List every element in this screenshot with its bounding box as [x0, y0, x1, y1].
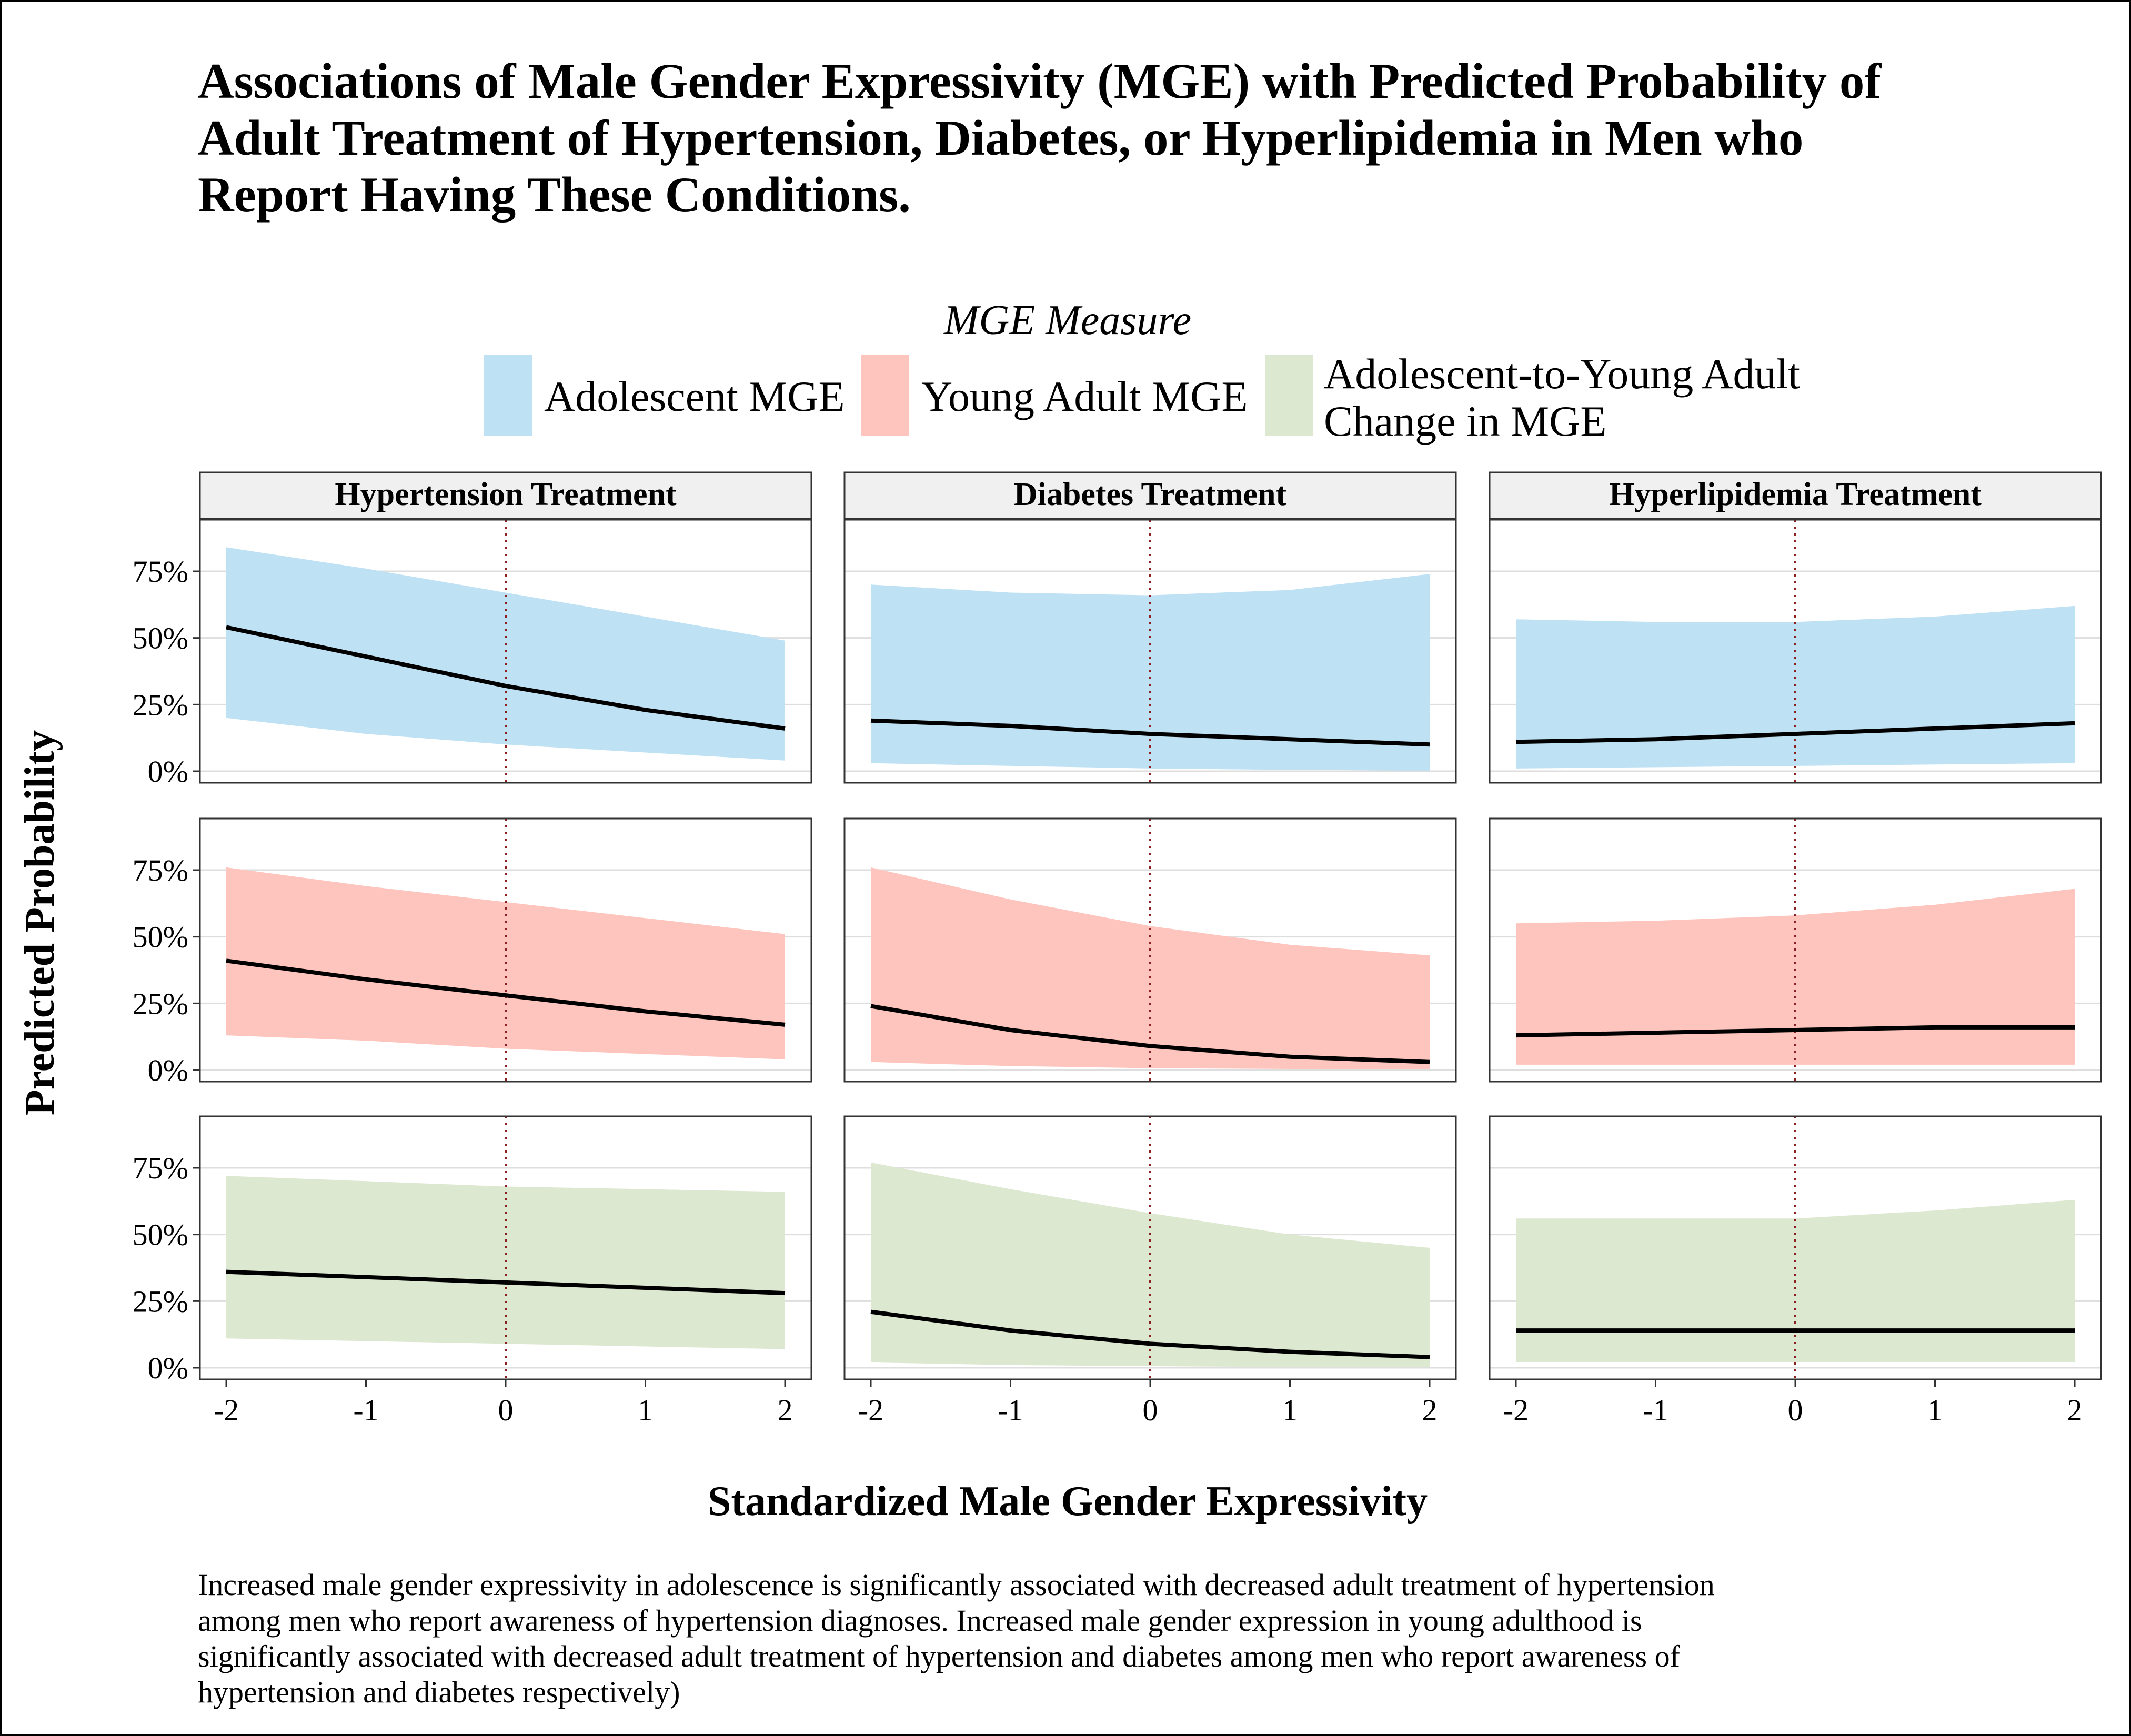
panel-adolescent-to-young-adult-change-in-mge-hyperlipidemia-treatment — [1489, 1115, 2102, 1380]
panel-border — [843, 519, 1457, 784]
panel-adolescent-mge-hyperlipidemia-treatment — [1489, 519, 2102, 784]
x-tick-label: 1 — [1282, 1393, 1298, 1427]
caption-line-1: Increased male gender expressivity in ad… — [198, 1568, 1715, 1602]
facet-strip-hypertension-treatment: Hypertension Treatment — [199, 471, 812, 520]
facet-strip-label: Hypertension Treatment — [335, 477, 677, 512]
predicted-line — [226, 958, 786, 1027]
confidence-band — [871, 867, 1430, 1069]
y-axis-row-3: 0% 25% 50% 75% — [133, 1151, 200, 1385]
y-tick-label: 0% — [148, 754, 188, 789]
x-tick-label: 0 — [1788, 1393, 1803, 1427]
y-tick-label: 25% — [133, 986, 188, 1021]
facet-strip-label: Hyperlipidemia Treatment — [1609, 477, 1982, 512]
legend-label-young-adult: Young Adult MGE — [921, 372, 1248, 420]
x-tick-label: -2 — [1503, 1393, 1529, 1427]
facet-strip-diabetes-treatment: Diabetes Treatment — [843, 471, 1457, 520]
title-line-1: Associations of Male Gender Expressivity… — [198, 53, 1882, 109]
confidence-band — [871, 1162, 1430, 1367]
predicted-line — [226, 1269, 786, 1296]
predicted-line — [226, 625, 786, 731]
y-tick-label: 0% — [148, 1351, 188, 1385]
y-tick-label: 0% — [148, 1053, 188, 1087]
x-tick-label: -1 — [1643, 1393, 1668, 1427]
legend-swatch-young-adult — [861, 355, 909, 436]
x-tick-label: 2 — [778, 1393, 793, 1427]
panel-border — [843, 817, 1457, 1083]
y-tick-label: 50% — [133, 920, 188, 954]
predicted-line — [1515, 1025, 2075, 1038]
y-tick-label: 75% — [133, 1151, 188, 1185]
panel-border — [199, 817, 812, 1083]
legend-label-adolescent: Adolescent MGE — [544, 372, 845, 420]
x-axis-diabetes-treatment: -2 -1 0 1 2 — [858, 1379, 1438, 1427]
caption-line-2: among men who report awareness of hypert… — [198, 1603, 1642, 1638]
predicted-line — [870, 1309, 1430, 1359]
panel-young-adult-mge-diabetes-treatment — [843, 817, 1457, 1083]
y-axis-row-2: 0% 25% 50% 75% — [133, 853, 200, 1087]
panel-border — [1489, 817, 2102, 1083]
x-axis-hypertension-treatment: -2 -1 0 1 2 — [214, 1379, 793, 1427]
panel-adolescent-to-young-adult-change-in-mge-hypertension-treatment — [199, 1115, 812, 1380]
x-tick-label: 2 — [1422, 1393, 1438, 1427]
confidence-band — [226, 1176, 785, 1349]
facet-strip-label: Diabetes Treatment — [1014, 477, 1287, 512]
title-line-2: Adult Treatment of Hypertension, Diabete… — [198, 110, 1804, 166]
x-tick-label: 0 — [498, 1393, 514, 1427]
x-axis-hyperlipidemia-treatment: -2 -1 0 1 2 — [1503, 1379, 2083, 1427]
x-tick-label: -1 — [353, 1393, 378, 1427]
facet-strip-background — [199, 471, 812, 520]
confidence-band — [226, 547, 785, 761]
x-tick-label: 2 — [2067, 1393, 2083, 1427]
panel-young-adult-mge-hyperlipidemia-treatment — [1489, 817, 2102, 1083]
panel-border — [199, 519, 812, 784]
predicted-line — [1515, 721, 2075, 744]
y-axis-row-1: 0% 25% 50% 75% — [133, 554, 200, 789]
x-tick-label: -2 — [214, 1393, 239, 1427]
panel-adolescent-mge-hypertension-treatment — [199, 519, 812, 784]
predicted-line — [870, 718, 1430, 747]
y-tick-label: 50% — [133, 1218, 188, 1252]
x-tick-label: -2 — [858, 1393, 883, 1427]
chart-title: Associations of Male Gender Expressivity… — [198, 53, 1987, 223]
facet-strip-background — [843, 471, 1457, 520]
legend-label-change-line-2: Change in MGE — [1324, 397, 1607, 445]
title-line-3: Report Having These Conditions. — [198, 167, 911, 223]
confidence-band — [871, 574, 1430, 771]
panel-border — [1489, 519, 2102, 784]
x-axis-title: Standardized Male Gender Expressivity — [707, 1478, 1428, 1525]
facet-strip-background — [1489, 471, 2102, 520]
legend-swatch-change — [1265, 355, 1313, 436]
legend-label-change-line-1: Adolescent-to-Young Adult — [1324, 350, 1801, 398]
y-tick-label: 75% — [133, 853, 188, 887]
panel-adolescent-to-young-adult-change-in-mge-diabetes-treatment — [843, 1115, 1457, 1380]
caption-line-4: hypertension and diabetes respectively) — [198, 1675, 680, 1709]
predicted-line — [870, 1004, 1430, 1064]
x-tick-label: 1 — [1927, 1393, 1943, 1427]
legend-swatch-adolescent — [484, 355, 532, 436]
y-tick-label: 75% — [133, 554, 188, 589]
panel-adolescent-mge-diabetes-treatment — [843, 519, 1457, 784]
legend-title: MGE Measure — [943, 297, 1192, 344]
y-tick-label: 25% — [133, 688, 188, 722]
panel-young-adult-mge-hypertension-treatment — [199, 817, 812, 1083]
y-tick-label: 25% — [133, 1284, 188, 1318]
x-tick-label: -1 — [998, 1393, 1023, 1427]
caption: Increased male gender expressivity in ad… — [198, 1567, 2013, 1710]
caption-line-3: significantly associated with decreased … — [198, 1639, 1680, 1673]
y-tick-label: 50% — [133, 621, 188, 655]
facet-strip-hyperlipidemia-treatment: Hyperlipidemia Treatment — [1489, 471, 2102, 520]
x-tick-label: 1 — [638, 1393, 653, 1427]
y-axis-title: Predicted Probability — [17, 730, 63, 1116]
x-tick-label: 0 — [1143, 1393, 1158, 1427]
